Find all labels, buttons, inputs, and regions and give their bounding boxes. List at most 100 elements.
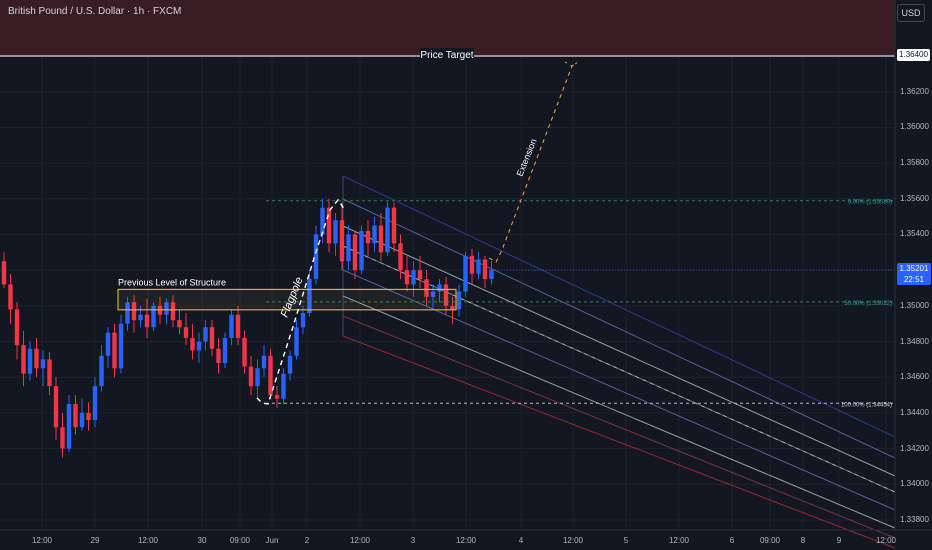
candle-body	[209, 327, 215, 349]
channel-lines	[342, 175, 896, 549]
candle-body	[118, 323, 124, 369]
candle-body	[268, 355, 273, 396]
price-tick-label: 1.36200	[900, 86, 929, 96]
time-tick-label: 09:00	[229, 536, 251, 545]
candle-body	[47, 359, 52, 387]
price-target-label-bg	[420, 48, 474, 61]
candle-body	[313, 234, 319, 280]
candle-body	[424, 279, 429, 297]
current-price-value: 1.35201	[899, 264, 929, 273]
candle-body	[27, 348, 33, 374]
candle-body	[14, 309, 20, 346]
candle-body	[294, 327, 299, 356]
candle-body	[404, 270, 410, 285]
candle-body	[73, 404, 78, 428]
candle-body	[300, 312, 306, 328]
time-tick-label: 12:00	[562, 536, 584, 545]
price-tick-label: 1.34200	[900, 443, 929, 453]
structure-label: Previous Level of Structure	[118, 277, 226, 287]
candle-body	[79, 412, 85, 428]
candle-body	[105, 332, 111, 356]
candle-body	[287, 355, 293, 374]
candle-body	[417, 270, 423, 280]
candle-body	[144, 314, 150, 328]
candle-body	[60, 427, 65, 449]
extension-tip	[571, 61, 579, 67]
price-tick-label: 1.35400	[900, 229, 929, 239]
symbol-header[interactable]: British Pound / U.S. Dollar · 1h · FXCM	[8, 6, 182, 17]
price-tick-label: 1.34600	[900, 372, 929, 382]
candle-body	[450, 305, 455, 310]
candle-body	[92, 386, 98, 421]
candle-body	[352, 234, 358, 271]
time-tick-label: 12:00	[668, 536, 690, 545]
countdown-timer: 22:51	[903, 275, 925, 284]
candle-body	[53, 386, 59, 428]
candle-body	[1, 261, 7, 285]
price-target-zone	[0, 0, 895, 57]
channel-line	[342, 295, 896, 529]
time-tick-label: 12:00	[137, 536, 159, 545]
time-tick-label: 30	[197, 536, 207, 545]
candle-body	[203, 327, 208, 342]
price-tick-label: 1.34400	[900, 407, 929, 417]
channel-line	[342, 198, 896, 459]
candle-body	[138, 314, 143, 321]
time-tick-label: 12:00	[349, 536, 371, 545]
price-tick-label: 1.35800	[900, 158, 929, 168]
channel-line	[342, 245, 896, 493]
structure-box	[117, 288, 457, 311]
channel-line	[342, 225, 896, 477]
candle-body	[164, 302, 169, 315]
candle-body	[34, 348, 39, 369]
time-tick-label: 2	[304, 536, 310, 545]
candle-body	[411, 270, 416, 285]
price-tick-label: 1.33800	[900, 515, 929, 524]
price-tick-label: 1.35600	[900, 193, 929, 203]
time-tick-label: 12:00	[455, 536, 477, 545]
candle-body	[333, 220, 338, 244]
candle-body	[66, 404, 72, 449]
time-tick-label: 4	[518, 536, 524, 545]
candle-body	[216, 348, 221, 363]
candles	[1, 198, 494, 458]
candle-body	[469, 255, 475, 274]
candle-body	[372, 225, 377, 244]
candle-body	[365, 230, 371, 244]
candle-body	[346, 234, 351, 262]
price-target-tag: 1.36400	[897, 49, 930, 61]
candle-body	[378, 225, 384, 253]
flagpole-line	[256, 198, 346, 405]
candle-body	[482, 259, 488, 280]
candle-body	[398, 243, 403, 271]
candle-body	[112, 332, 117, 369]
candle-body	[261, 355, 267, 369]
candle-body	[8, 284, 13, 310]
time-tick-label: 5	[623, 536, 629, 545]
candle-body	[21, 345, 26, 374]
currency-button[interactable]: USD	[897, 4, 925, 22]
time-tick-label: 09:00	[759, 536, 781, 545]
candle-body	[170, 302, 176, 321]
candle-body	[476, 259, 481, 274]
current-price-tag: 1.35201 22:51	[897, 263, 931, 285]
price-tick-label: 1.36000	[900, 122, 929, 132]
candle-body	[183, 327, 189, 338]
candle-body	[339, 220, 345, 262]
time-tick-label: 6	[729, 536, 735, 545]
candle-body	[281, 373, 286, 399]
time-tick-label: 3	[410, 536, 416, 545]
price-target-label: Price Target	[420, 50, 473, 61]
candle-body	[391, 207, 397, 244]
candle-body	[255, 368, 260, 387]
price-tick-label: 1.34000	[900, 479, 929, 489]
candle-body	[235, 314, 241, 338]
candle-body	[463, 255, 468, 292]
candle-body	[437, 284, 442, 292]
candle-body	[385, 207, 390, 253]
candle-body	[99, 355, 104, 387]
time-tick-label: 12:00	[875, 536, 897, 545]
time-tick-label: Jun	[265, 536, 279, 545]
channel-line	[342, 335, 896, 549]
